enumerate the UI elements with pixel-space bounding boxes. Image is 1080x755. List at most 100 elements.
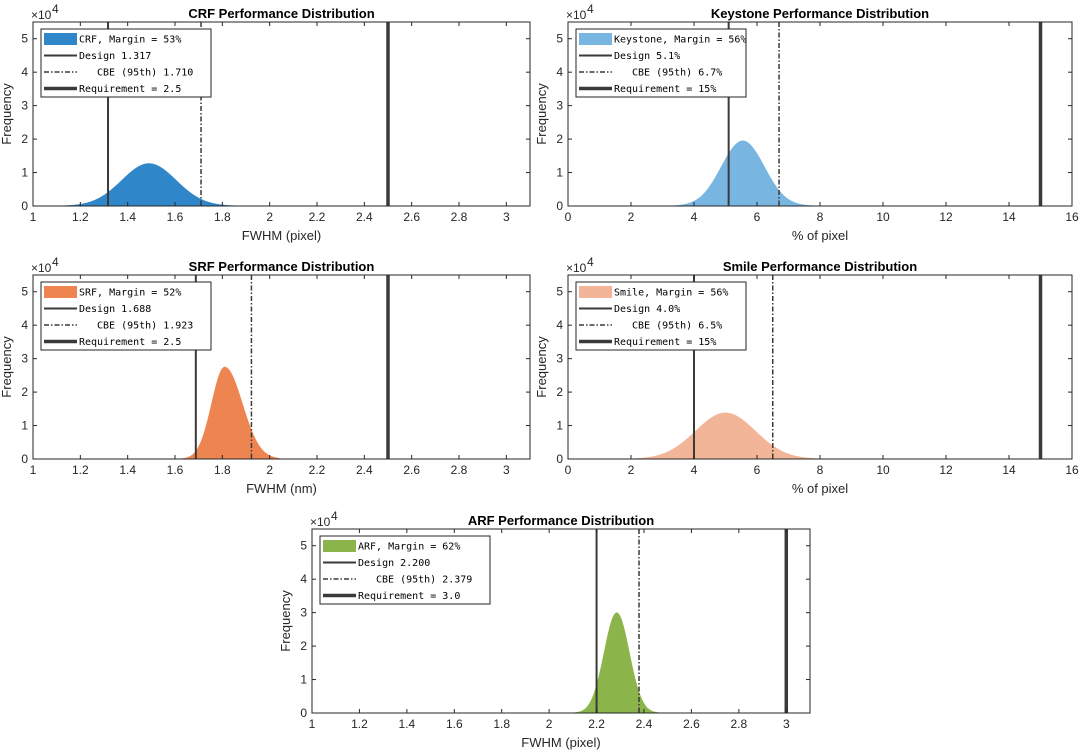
legend-entry-distribution: SRF, Margin = 52%	[79, 288, 181, 299]
legend-entry-cbe: CBE (95th) 6.5%	[632, 321, 722, 332]
distribution-area	[169, 366, 280, 460]
x-tick-label: 1	[309, 717, 316, 731]
x-tick-label: 6	[754, 463, 761, 477]
x-tick-label: 0	[565, 463, 572, 477]
chart-title: SRF Performance Distribution	[189, 259, 375, 274]
x-tick-label: 1.8	[214, 210, 231, 224]
y-tick-label: 0	[21, 199, 28, 213]
legend-entry-distribution: ARF, Margin = 62%	[358, 542, 460, 553]
x-axis-label: % of pixel	[792, 481, 848, 496]
y-tick-label: 5	[21, 32, 28, 46]
x-tick-label: 6	[754, 210, 761, 224]
y-tick-label: 0	[556, 452, 563, 466]
y-axis-label: Frequency	[278, 590, 293, 652]
x-tick-label: 2.4	[636, 717, 653, 731]
x-tick-label: 10	[876, 210, 890, 224]
chart-title: ARF Performance Distribution	[468, 513, 654, 528]
x-tick-label: 3	[783, 717, 790, 731]
legend-entry-cbe: CBE (95th) 6.7%	[632, 68, 722, 79]
x-tick-label: 16	[1065, 210, 1079, 224]
x-tick-label: 10	[876, 463, 890, 477]
y-tick-label: 4	[21, 318, 28, 332]
y-tick-label: 3	[21, 352, 28, 366]
x-tick-label: 2.2	[309, 210, 326, 224]
legend-swatch-distribution	[323, 540, 356, 552]
x-tick-label: 16	[1065, 463, 1079, 477]
x-tick-label: 2.6	[403, 463, 420, 477]
y-axis-label: Frequency	[534, 83, 549, 145]
y-exponent-label: ×10	[566, 8, 587, 22]
y-exponent-power: 4	[52, 255, 59, 269]
x-tick-label: 2.8	[451, 463, 468, 477]
distribution-area	[34, 163, 264, 207]
x-tick-label: 2	[266, 210, 273, 224]
y-exponent-label: ×10	[566, 261, 587, 275]
y-tick-label: 2	[300, 639, 307, 653]
y-exponent-label: ×10	[310, 515, 331, 529]
y-tick-label: 4	[556, 65, 563, 79]
x-axis-label: FWHM (pixel)	[521, 735, 600, 750]
legend-entry-requirement: Requirement = 15%	[614, 84, 716, 95]
y-tick-label: 3	[21, 99, 28, 113]
legend-entry-design: Design 2.200	[358, 558, 430, 569]
x-tick-label: 1	[30, 210, 37, 224]
legend-entry-cbe: CBE (95th) 2.379	[376, 575, 472, 586]
x-tick-label: 3	[503, 463, 510, 477]
x-tick-label: 1.6	[446, 717, 463, 731]
x-tick-label: 1.2	[72, 463, 89, 477]
legend-swatch-distribution	[579, 33, 612, 45]
x-tick-label: 2	[546, 717, 553, 731]
x-tick-label: 2.6	[683, 717, 700, 731]
y-exponent-power: 4	[52, 2, 59, 16]
y-tick-label: 5	[556, 285, 563, 299]
x-tick-label: 1.4	[119, 463, 136, 477]
x-tick-label: 1.4	[119, 210, 136, 224]
axes-frame	[32, 274, 531, 460]
x-tick-label: 14	[1002, 210, 1016, 224]
y-tick-label: 1	[21, 166, 28, 180]
y-axis-label: Frequency	[0, 336, 14, 398]
legend-entry-requirement: Requirement = 15%	[614, 337, 716, 348]
legend-entry-cbe: CBE (95th) 1.923	[97, 321, 193, 332]
legend-entry-requirement: Requirement = 3.0	[358, 591, 460, 602]
x-tick-label: 8	[817, 210, 824, 224]
y-tick-label: 3	[300, 606, 307, 620]
x-tick-label: 4	[691, 210, 698, 224]
x-tick-label: 1.6	[167, 210, 184, 224]
y-tick-label: 2	[556, 132, 563, 146]
legend-swatch-distribution	[44, 33, 77, 45]
x-tick-label: 12	[939, 463, 953, 477]
x-tick-label: 4	[691, 463, 698, 477]
legend-entry-cbe: CBE (95th) 1.710	[97, 68, 193, 79]
axes-frame	[311, 528, 811, 714]
chart-title: CRF Performance Distribution	[188, 6, 374, 21]
legend-swatch-distribution	[44, 286, 77, 298]
y-tick-label: 4	[556, 318, 563, 332]
distribution-area	[599, 412, 852, 460]
chart-title: Keystone Performance Distribution	[711, 6, 929, 21]
y-exponent-power: 4	[587, 2, 594, 16]
y-tick-label: 3	[556, 99, 563, 113]
x-tick-label: 2	[628, 210, 635, 224]
y-tick-label: 0	[300, 706, 307, 720]
x-tick-label: 1.8	[493, 717, 510, 731]
chart-title: Smile Performance Distribution	[723, 259, 917, 274]
y-axis-label: Frequency	[0, 83, 14, 145]
x-axis-label: FWHM (pixel)	[242, 228, 321, 243]
legend: SRF, Margin = 52% Design 1.688 CBE (95th) …	[40, 281, 212, 351]
y-tick-label: 0	[556, 199, 563, 213]
x-tick-label: 2.6	[403, 210, 420, 224]
legend-entry-design: Design 1.317	[79, 51, 151, 62]
y-tick-label: 4	[300, 572, 307, 586]
y-exponent-power: 4	[331, 509, 338, 523]
distribution-area	[652, 140, 834, 207]
x-tick-label: 2.2	[588, 717, 605, 731]
legend-entry-design: Design 5.1%	[614, 51, 680, 62]
x-tick-label: 2.2	[309, 463, 326, 477]
